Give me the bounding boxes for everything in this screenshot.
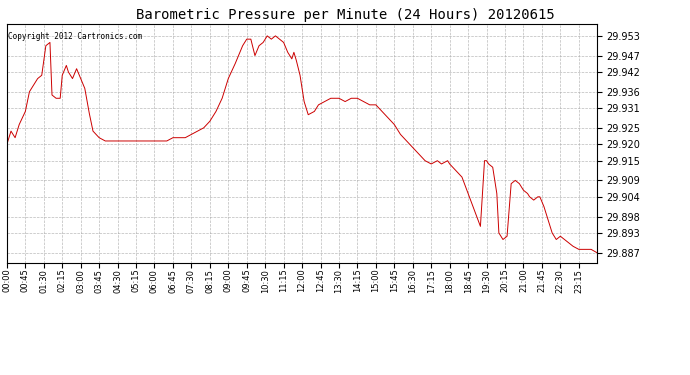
- Text: Copyright 2012 Cartronics.com: Copyright 2012 Cartronics.com: [8, 32, 142, 40]
- Text: Barometric Pressure per Minute (24 Hours) 20120615: Barometric Pressure per Minute (24 Hours…: [136, 8, 554, 21]
